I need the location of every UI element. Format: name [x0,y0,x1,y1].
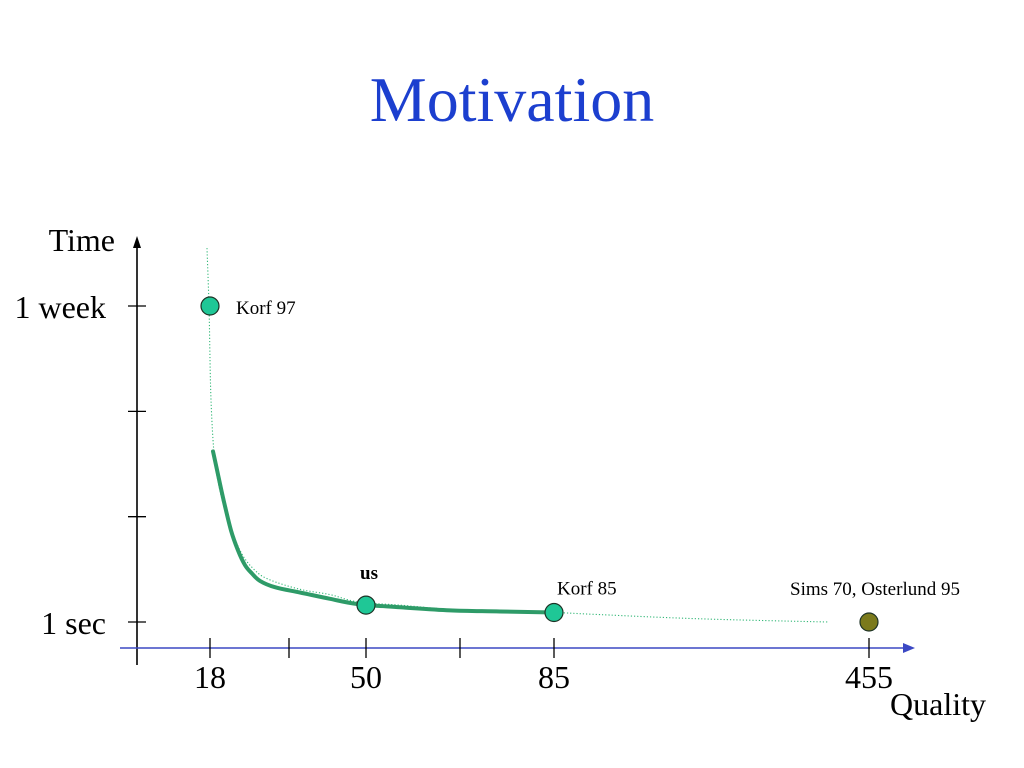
y-tick-label: 1 week [14,289,106,325]
points-layer [200,296,879,632]
data-point-us [356,595,376,615]
axes-layer [120,236,915,665]
ticks-layer [128,305,870,658]
trend-curve-dotted [206,248,829,623]
x-tick-label: 18 [194,659,226,695]
x-tick-label: 455 [845,659,893,695]
y-axis-title: Time [49,222,115,258]
point-label-us: us [360,563,378,584]
x-tick-label: 85 [538,659,570,695]
labels-layer: 18 50 85 455 1 sec 1 week Korf 97 us Korf 85 Sims… [14,289,959,695]
point-label-korf-85: Korf 85 [557,579,617,600]
point-label-sims-70-osterlund-95: Sims 70, Osterlund 95 [790,579,960,600]
curves-layer [206,248,829,623]
data-point-sims-70-osterlund-95 [859,612,879,632]
slide-title: Motivation [369,64,655,135]
trend-curve-solid [211,449,556,615]
data-point-korf-97 [200,296,220,316]
data-point-korf-85 [544,602,564,623]
x-tick-label: 50 [350,659,382,695]
x-axis-arrowhead [903,643,915,653]
y-tick-label: 1 sec [41,605,106,641]
y-axis-arrowhead [133,236,141,248]
x-axis-title: Quality [890,686,986,722]
point-label-korf-97: Korf 97 [236,298,296,319]
